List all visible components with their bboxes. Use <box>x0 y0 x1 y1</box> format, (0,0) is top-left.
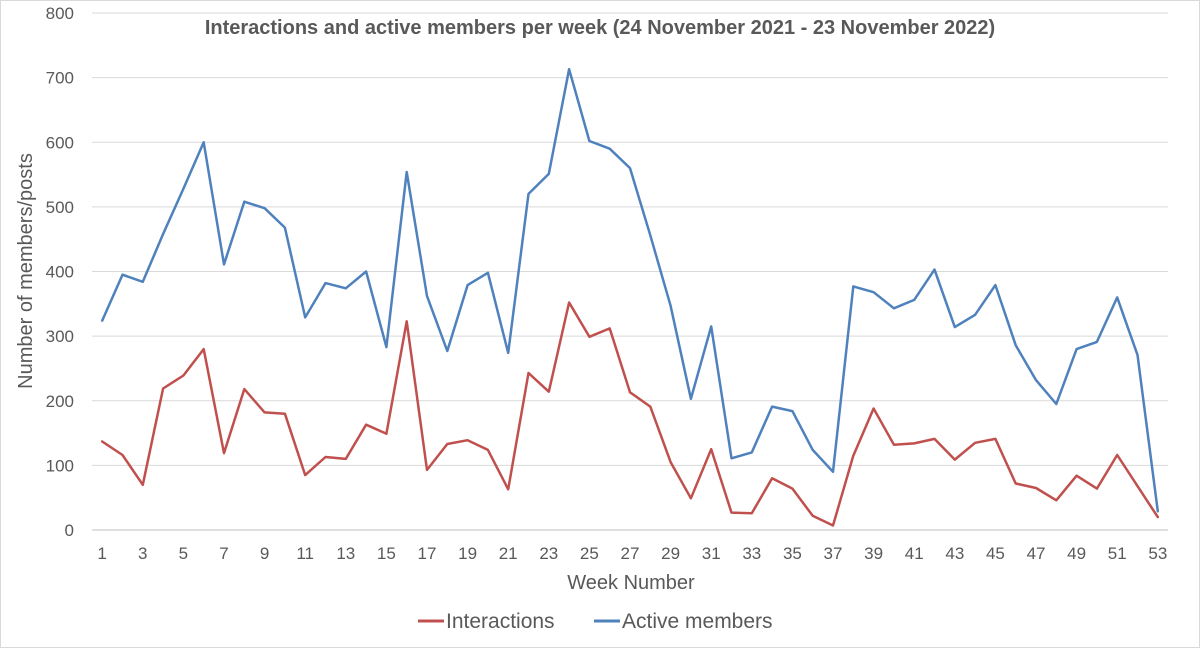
x-tick-label: 27 <box>621 544 640 563</box>
x-tick-label: 23 <box>539 544 558 563</box>
x-tick-label: 31 <box>702 544 721 563</box>
x-tick-label: 9 <box>260 544 269 563</box>
x-tick-label: 25 <box>580 544 599 563</box>
y-tick-label: 600 <box>46 133 74 152</box>
legend: Interactions Active members <box>418 610 773 633</box>
x-tick-label: 3 <box>138 544 147 563</box>
x-tick-label: 47 <box>1027 544 1046 563</box>
x-tick-label: 39 <box>864 544 883 563</box>
x-tick-label: 33 <box>742 544 761 563</box>
x-tick-label: 21 <box>499 544 518 563</box>
x-tick-label: 51 <box>1108 544 1127 563</box>
y-tick-label: 0 <box>65 521 74 540</box>
x-tick-label: 35 <box>783 544 802 563</box>
y-axis-ticks: 0 100 200 300 400 500 600 700 800 <box>46 4 74 540</box>
x-tick-label: 45 <box>986 544 1005 563</box>
x-axis-title: Week Number <box>567 572 695 594</box>
chart-title: Interactions and active members per week… <box>205 17 995 39</box>
x-tick-label: 7 <box>219 544 228 563</box>
x-tick-label: 41 <box>905 544 924 563</box>
x-tick-label: 13 <box>336 544 355 563</box>
x-tick-label: 17 <box>418 544 437 563</box>
y-tick-label: 700 <box>46 69 74 88</box>
x-tick-label: 43 <box>945 544 964 563</box>
x-tick-label: 53 <box>1148 544 1167 563</box>
x-tick-label: 1 <box>97 544 106 563</box>
x-tick-label: 5 <box>179 544 188 563</box>
series-line-active-members <box>100 67 1160 513</box>
x-tick-label: 19 <box>458 544 477 563</box>
y-tick-label: 800 <box>46 4 74 23</box>
x-tick-label: 37 <box>824 544 843 563</box>
legend-label: Active members <box>622 610 773 633</box>
x-tick-label: 11 <box>296 544 314 563</box>
x-tick-label: 15 <box>377 544 396 563</box>
legend-label: Interactions <box>446 610 555 633</box>
y-tick-label: 500 <box>46 198 74 217</box>
y-axis-title: Number of members/posts <box>15 153 37 389</box>
y-tick-label: 400 <box>46 263 74 282</box>
x-tick-label: 29 <box>661 544 680 563</box>
y-tick-label: 100 <box>46 456 74 475</box>
y-tick-label: 300 <box>46 327 74 346</box>
series-lines <box>100 67 1160 527</box>
y-tick-label: 200 <box>46 392 74 411</box>
x-tick-label: 49 <box>1067 544 1086 563</box>
series-line-interactions <box>100 301 1160 527</box>
x-axis-ticks: 1 3 5 7 9 11 13 15 17 19 21 23 25 27 29 31 33 35 37 39 41 43 4… <box>97 544 1167 563</box>
gridlines <box>92 12 1168 531</box>
